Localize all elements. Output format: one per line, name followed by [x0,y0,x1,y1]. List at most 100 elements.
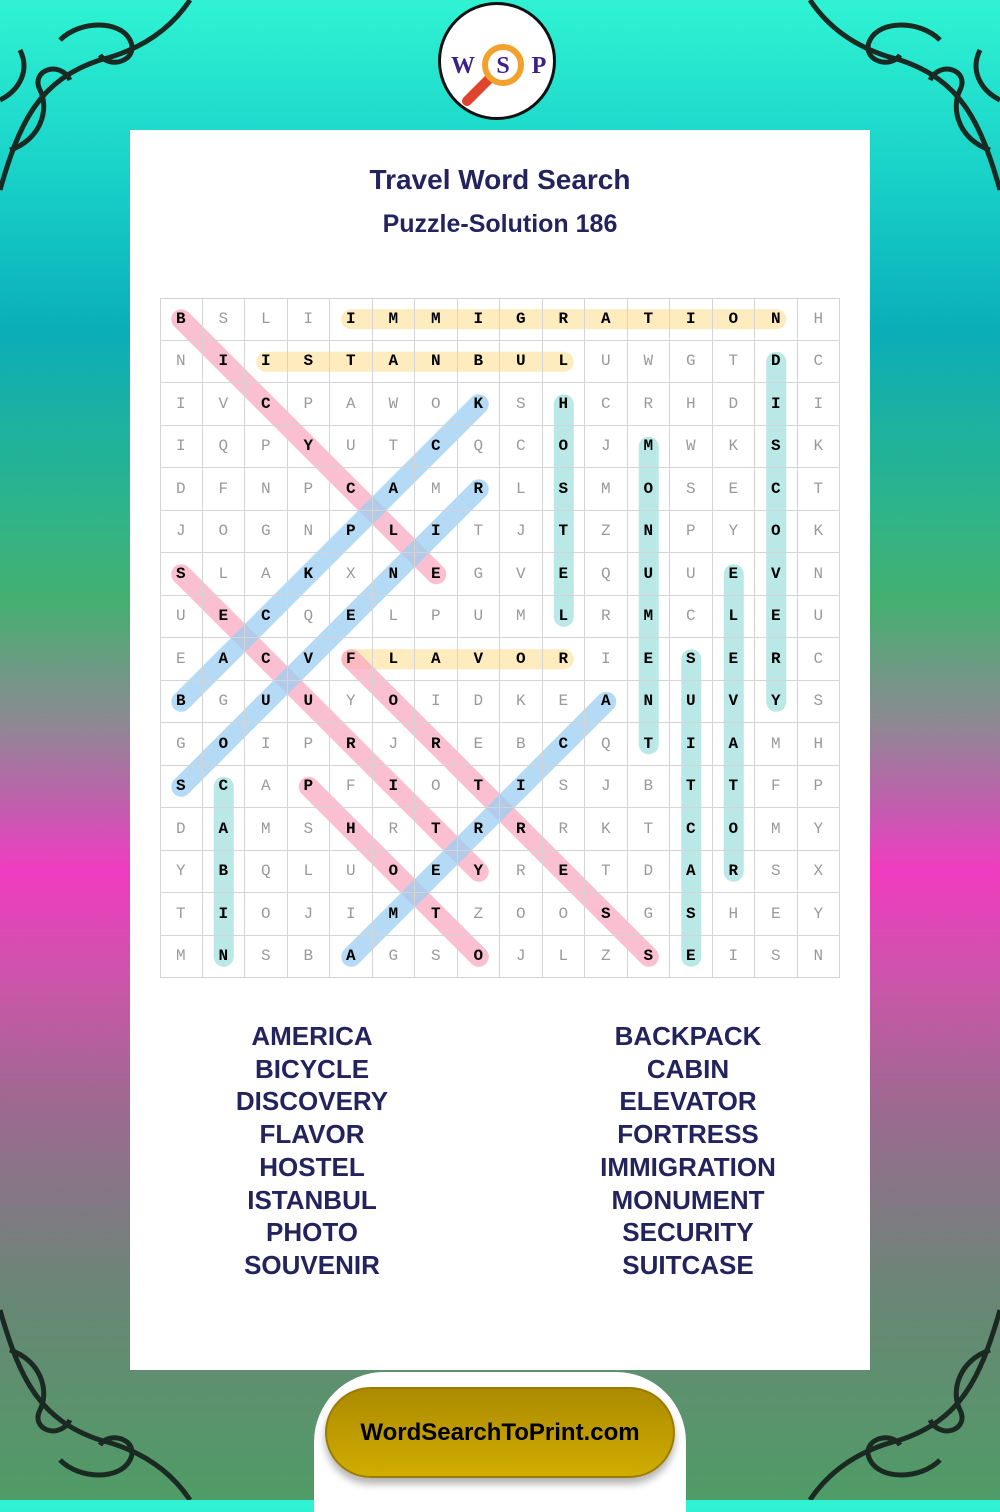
grid-cell[interactable]: M [415,468,458,511]
grid-cell[interactable]: S [755,935,798,978]
grid-cell[interactable]: S [542,468,585,511]
website-banner[interactable]: WordSearchToPrint.com [325,1387,675,1478]
grid-cell[interactable]: P [797,765,840,808]
grid-cell[interactable]: M [160,935,203,978]
grid-cell[interactable]: G [457,553,500,596]
grid-cell[interactable]: T [627,808,670,851]
grid-cell[interactable]: U [670,553,713,596]
grid-cell[interactable]: M [755,723,798,766]
grid-cell[interactable]: N [755,298,798,341]
grid-cell[interactable]: W [670,425,713,468]
grid-cell[interactable]: S [670,638,713,681]
grid-cell[interactable]: U [500,340,543,383]
grid-cell[interactable]: H [797,723,840,766]
grid-cell[interactable]: K [457,383,500,426]
grid-cell[interactable]: T [627,298,670,341]
grid-cell[interactable]: C [330,468,373,511]
grid-cell[interactable]: T [585,850,628,893]
grid-cell[interactable]: T [457,765,500,808]
grid-cell[interactable]: U [330,850,373,893]
grid-cell[interactable]: X [797,850,840,893]
grid-cell[interactable]: U [627,553,670,596]
grid-cell[interactable]: Y [712,510,755,553]
grid-cell[interactable]: N [797,935,840,978]
grid-cell[interactable]: P [287,723,330,766]
grid-cell[interactable]: R [500,850,543,893]
grid-cell[interactable]: R [542,638,585,681]
grid-cell[interactable]: A [585,680,628,723]
grid-cell[interactable]: G [160,723,203,766]
grid-cell[interactable]: T [542,510,585,553]
grid-cell[interactable]: L [202,553,245,596]
grid-cell[interactable]: R [542,298,585,341]
grid-cell[interactable]: L [245,298,288,341]
grid-cell[interactable]: K [797,425,840,468]
grid-cell[interactable]: I [797,383,840,426]
grid-cell[interactable]: I [330,893,373,936]
grid-cell[interactable]: N [245,468,288,511]
grid-cell[interactable]: F [330,765,373,808]
grid-cell[interactable]: D [712,383,755,426]
grid-cell[interactable]: M [755,808,798,851]
grid-cell[interactable]: R [627,383,670,426]
grid-cell[interactable]: E [160,638,203,681]
grid-cell[interactable]: T [670,765,713,808]
grid-cell[interactable]: O [627,468,670,511]
grid-cell[interactable]: E [712,553,755,596]
grid-cell[interactable]: A [202,808,245,851]
grid-cell[interactable]: F [330,638,373,681]
grid-cell[interactable]: V [712,680,755,723]
grid-cell[interactable]: D [160,808,203,851]
grid-cell[interactable]: M [372,298,415,341]
grid-cell[interactable]: A [712,723,755,766]
grid-cell[interactable]: I [712,935,755,978]
grid-cell[interactable]: Q [585,723,628,766]
grid-cell[interactable]: A [372,340,415,383]
grid-cell[interactable]: J [585,425,628,468]
grid-cell[interactable]: M [585,468,628,511]
grid-cell[interactable]: C [245,638,288,681]
grid-cell[interactable]: P [670,510,713,553]
grid-cell[interactable]: Z [585,935,628,978]
grid-cell[interactable]: T [415,808,458,851]
grid-cell[interactable]: N [627,680,670,723]
grid-cell[interactable]: N [627,510,670,553]
grid-cell[interactable]: T [712,765,755,808]
grid-cell[interactable]: A [330,383,373,426]
grid-cell[interactable]: I [755,383,798,426]
grid-cell[interactable]: R [542,808,585,851]
grid-cell[interactable]: V [457,638,500,681]
grid-cell[interactable]: A [415,638,458,681]
grid-cell[interactable]: C [500,425,543,468]
grid-cell[interactable]: C [755,468,798,511]
grid-cell[interactable]: S [500,383,543,426]
grid-cell[interactable]: R [457,808,500,851]
grid-cell[interactable]: E [415,850,458,893]
grid-cell[interactable]: G [670,340,713,383]
grid-cell[interactable]: Q [585,553,628,596]
grid-cell[interactable]: M [627,425,670,468]
grid-cell[interactable]: U [585,340,628,383]
grid-cell[interactable]: N [372,553,415,596]
grid-cell[interactable]: C [202,765,245,808]
grid-cell[interactable]: S [202,298,245,341]
grid-cell[interactable]: T [627,723,670,766]
grid-cell[interactable]: S [797,680,840,723]
grid-cell[interactable]: U [160,595,203,638]
grid-cell[interactable]: E [755,595,798,638]
grid-cell[interactable]: E [202,595,245,638]
grid-cell[interactable]: L [500,468,543,511]
grid-cell[interactable]: I [457,298,500,341]
grid-cell[interactable]: C [797,340,840,383]
grid-cell[interactable]: P [287,383,330,426]
grid-cell[interactable]: E [542,850,585,893]
grid-cell[interactable]: A [670,850,713,893]
grid-cell[interactable]: M [500,595,543,638]
grid-cell[interactable]: E [627,638,670,681]
grid-cell[interactable]: U [330,425,373,468]
grid-cell[interactable]: O [712,298,755,341]
grid-cell[interactable]: T [712,340,755,383]
grid-cell[interactable]: R [585,595,628,638]
grid-cell[interactable]: L [542,340,585,383]
grid-cell[interactable]: Q [245,850,288,893]
